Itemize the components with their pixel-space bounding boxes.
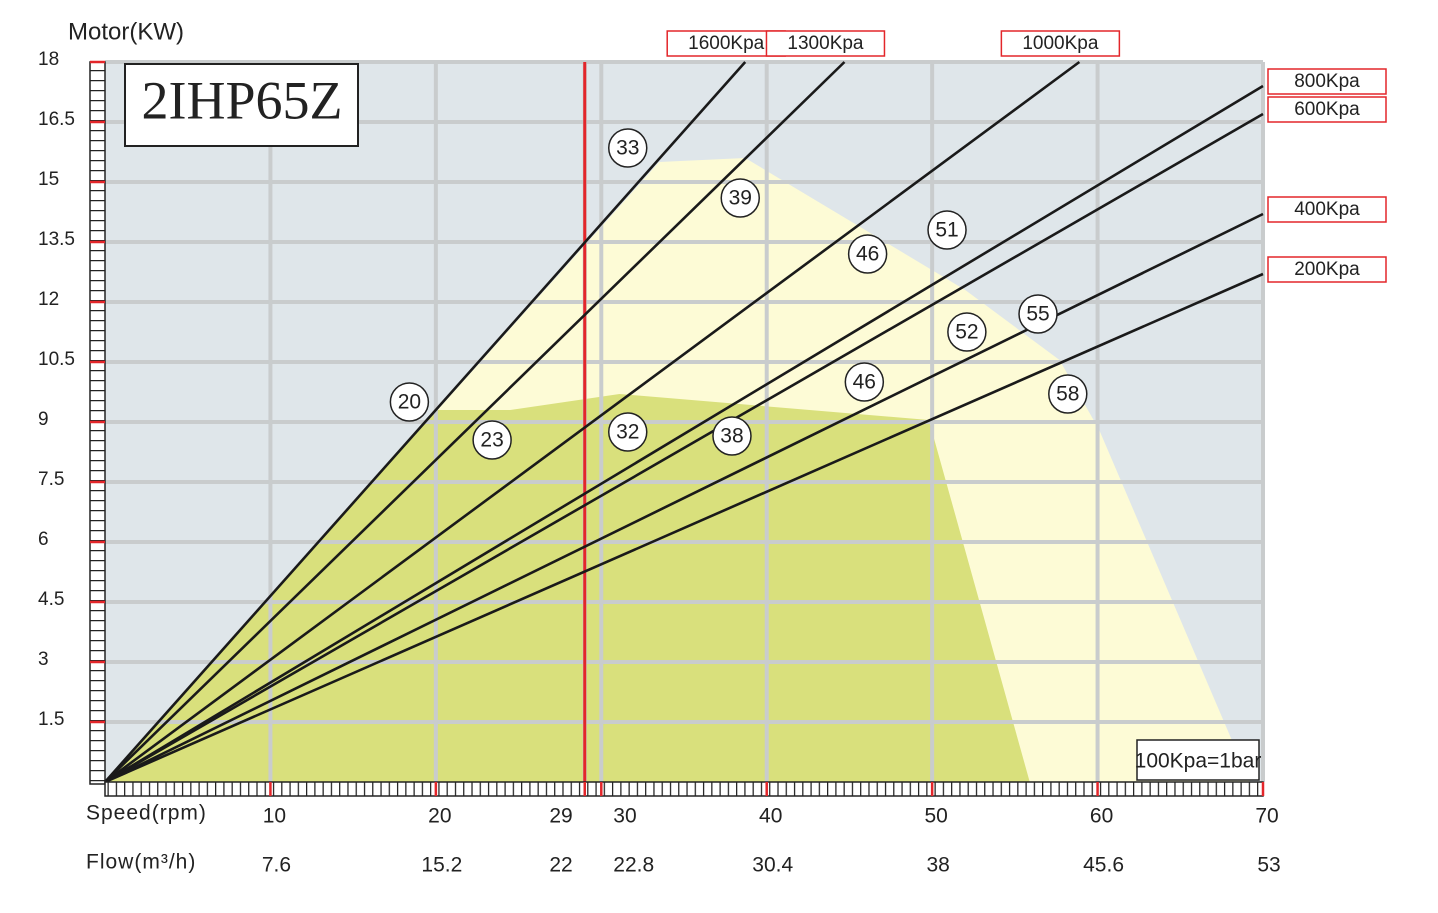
x2-tick-label: 22 — [549, 854, 572, 877]
legend-box — [1000, 30, 1121, 57]
y-tick-label: 18 — [38, 49, 59, 70]
efficiency-label: 38 — [720, 425, 743, 448]
legend-box — [1267, 68, 1387, 95]
legend-label: 400Kpa — [1294, 199, 1360, 220]
efficiency-label: 39 — [729, 187, 752, 210]
legend-box — [1267, 196, 1387, 223]
pressure-line — [104, 60, 1081, 784]
efficiency-label: 23 — [480, 429, 503, 452]
y-tick-label: 4.5 — [38, 589, 64, 610]
x-tick-label: 20 — [428, 805, 451, 828]
pressure-line — [104, 61, 846, 783]
efficiency-label: 58 — [1056, 383, 1079, 406]
legend-box — [765, 30, 886, 57]
x2-tick-label: 38 — [926, 854, 949, 877]
efficiency-marker — [927, 210, 967, 250]
legend-label: 1600Kpa — [688, 33, 765, 54]
x-tick-label: 30 — [613, 805, 636, 828]
x2-tick-label: 22.8 — [613, 854, 654, 877]
efficiency-marker — [608, 128, 648, 168]
efficiency-label: 52 — [955, 321, 978, 344]
legend-box — [666, 30, 786, 57]
x2-axis-label: Flow(m³/h) — [86, 851, 196, 874]
chart-title: 2IHP65Z — [142, 70, 343, 130]
efficiency-marker — [847, 234, 888, 274]
efficiency-marker — [947, 312, 987, 352]
y-tick-label: 10.5 — [38, 349, 75, 370]
y-tick-label: 6 — [38, 529, 49, 550]
efficiency-label: 33 — [616, 137, 639, 160]
efficiency-marker — [1018, 294, 1058, 334]
efficiency-label: 46 — [856, 243, 879, 266]
x-axis-label: Speed(rpm) — [86, 802, 207, 825]
y-tick-label: 9 — [38, 409, 49, 430]
efficiency-marker — [1048, 374, 1088, 414]
efficiency-marker — [844, 362, 885, 402]
pressure-line — [104, 61, 747, 783]
x2-tick-label: 7.6 — [262, 854, 291, 877]
efficiency-label: 46 — [853, 371, 876, 394]
x-tick-label: 60 — [1090, 805, 1113, 828]
y-tick-label: 7.5 — [38, 469, 64, 490]
pressure-line — [104, 112, 1264, 784]
pressure-line — [104, 84, 1264, 784]
y-tick-label: 15 — [38, 169, 59, 190]
x-tick-label: 50 — [924, 805, 947, 828]
efficiency-marker — [712, 416, 752, 456]
legend-label: 800Kpa — [1294, 71, 1360, 92]
note: 100Kpa=1bar — [1135, 750, 1262, 773]
efficiency-label: 20 — [398, 391, 421, 414]
x-tick-label: 10 — [263, 805, 286, 828]
efficiency-label: 32 — [616, 421, 639, 444]
efficiency-marker — [608, 412, 648, 452]
efficiency-label: 55 — [1026, 303, 1049, 326]
x2-tick-label: 30.4 — [752, 854, 793, 877]
legend-label: 1300Kpa — [787, 33, 864, 54]
x-tick-label: 29 — [549, 805, 572, 828]
efficiency-marker — [720, 178, 760, 218]
legend-label: 200Kpa — [1294, 259, 1360, 280]
y-tick-label: 13.5 — [38, 229, 75, 250]
y-tick-label: 16.5 — [38, 109, 75, 130]
x2-tick-label: 53 — [1257, 854, 1280, 877]
y-tick-label: 12 — [38, 289, 59, 310]
pressure-line — [104, 272, 1264, 784]
efficiency-marker — [472, 420, 512, 460]
operating-region — [105, 394, 1030, 782]
y-tick-label: 1.5 — [38, 709, 64, 730]
efficiency-marker — [389, 382, 430, 422]
legend-label: 600Kpa — [1294, 99, 1360, 120]
x2-tick-label: 45.6 — [1083, 854, 1124, 877]
x-tick-label: 70 — [1255, 805, 1278, 828]
legend-box — [1267, 96, 1387, 123]
y-axis-label: Motor(KW) — [68, 18, 184, 45]
pressure-line — [104, 212, 1264, 784]
note-box — [1136, 739, 1260, 781]
x-tick-label: 40 — [759, 805, 782, 828]
title-box — [124, 63, 359, 147]
x2-tick-label: 15.2 — [421, 854, 462, 877]
legend-label: 1000Kpa — [1022, 33, 1099, 54]
y-tick-label: 3 — [38, 649, 49, 670]
legend-box — [1267, 256, 1387, 283]
x-ruler — [104, 781, 1264, 797]
efficiency-label: 51 — [935, 219, 958, 242]
